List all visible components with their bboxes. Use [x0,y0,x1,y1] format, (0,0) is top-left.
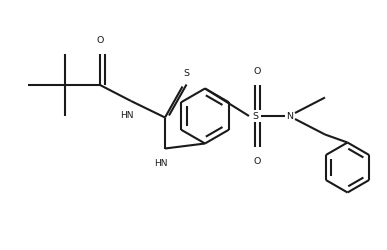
Text: O: O [254,157,261,166]
Text: HN: HN [154,158,168,167]
Text: HN: HN [120,111,134,120]
Text: S: S [252,112,258,121]
Text: N: N [286,112,293,121]
Text: O: O [96,36,104,45]
Text: O: O [254,67,261,76]
Text: S: S [183,69,190,78]
